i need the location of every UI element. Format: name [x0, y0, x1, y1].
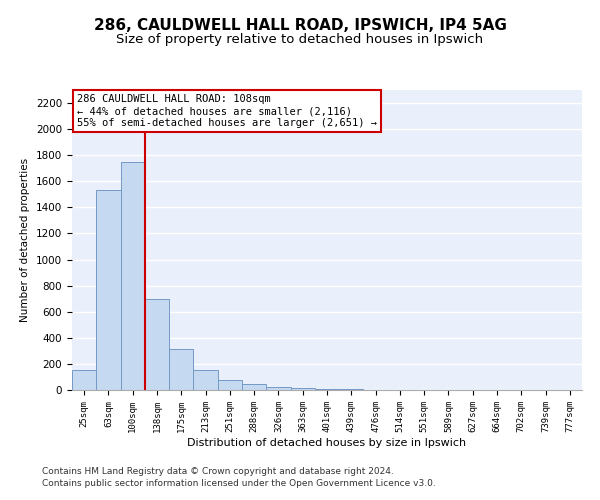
Bar: [145, 298, 169, 390]
Text: Contains public sector information licensed under the Open Government Licence v3: Contains public sector information licen…: [42, 478, 436, 488]
X-axis label: Distribution of detached houses by size in Ipswich: Distribution of detached houses by size …: [187, 438, 467, 448]
Bar: [193, 370, 218, 390]
Bar: [315, 388, 339, 390]
Bar: [72, 370, 96, 390]
Bar: [242, 384, 266, 390]
Bar: [266, 386, 290, 390]
Bar: [218, 380, 242, 390]
Bar: [96, 190, 121, 390]
Text: 286, CAULDWELL HALL ROAD, IPSWICH, IP4 5AG: 286, CAULDWELL HALL ROAD, IPSWICH, IP4 5…: [94, 18, 506, 32]
Bar: [121, 162, 145, 390]
Bar: [169, 349, 193, 390]
Text: Size of property relative to detached houses in Ipswich: Size of property relative to detached ho…: [116, 32, 484, 46]
Text: 286 CAULDWELL HALL ROAD: 108sqm
← 44% of detached houses are smaller (2,116)
55%: 286 CAULDWELL HALL ROAD: 108sqm ← 44% of…: [77, 94, 377, 128]
Y-axis label: Number of detached properties: Number of detached properties: [20, 158, 31, 322]
Text: Contains HM Land Registry data © Crown copyright and database right 2024.: Contains HM Land Registry data © Crown c…: [42, 467, 394, 476]
Bar: [290, 388, 315, 390]
